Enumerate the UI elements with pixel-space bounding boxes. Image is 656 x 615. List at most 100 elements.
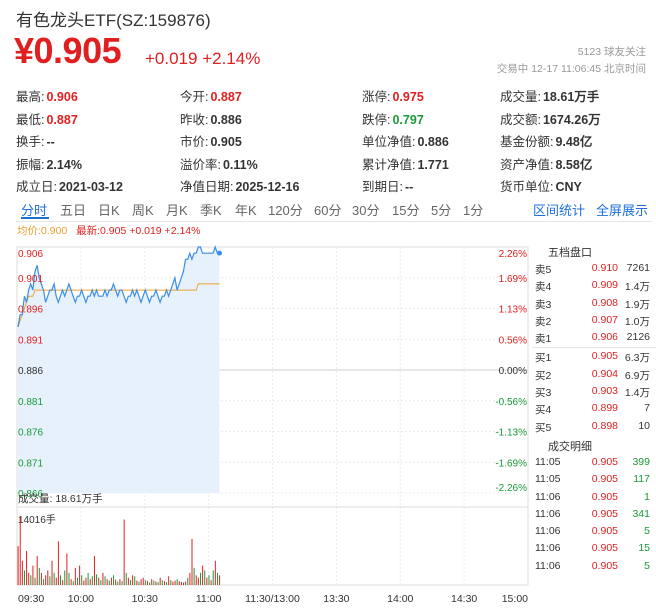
stat-value: 1.771 bbox=[417, 157, 449, 172]
volume-bar bbox=[68, 572, 70, 585]
volume-bar bbox=[28, 572, 30, 585]
price-area-fill bbox=[18, 247, 220, 493]
stat-label: 换手: bbox=[16, 135, 45, 149]
stat-label: 市价: bbox=[180, 135, 209, 149]
orderbook-row: 买3 0.903 1.4万 bbox=[532, 383, 656, 400]
volume-bar bbox=[130, 580, 132, 585]
tab-period[interactable]: 日K bbox=[98, 203, 120, 218]
tab-period[interactable]: 年K bbox=[235, 203, 257, 218]
avg-price-legend: 均价:0.900 bbox=[17, 225, 68, 237]
time-tick-label: 15:00 bbox=[502, 593, 528, 605]
tab-period[interactable]: 月K bbox=[166, 203, 188, 218]
fullscreen-link[interactable]: 全屏展示 bbox=[596, 203, 649, 218]
orderbook-row: 卖1 0.906 2126 bbox=[532, 329, 656, 346]
stat-value: 0.797 bbox=[392, 112, 424, 127]
stat-value: 0.975 bbox=[392, 90, 424, 104]
price-tick-label: 0.901 bbox=[18, 274, 43, 285]
tab-period[interactable]: 1分 bbox=[463, 203, 484, 218]
trade-time: 11:05 bbox=[535, 455, 561, 468]
trade-price: 0.905 bbox=[591, 559, 618, 572]
orderbook-price: 0.908 bbox=[591, 296, 618, 309]
volume-bar bbox=[159, 577, 161, 585]
tab-period[interactable]: 15分 bbox=[392, 203, 420, 218]
stats-row: 最高: 0.906 今开: 0.887 涨停: 0.975 成交量: 18.61万手 bbox=[16, 83, 646, 106]
volume-bar bbox=[98, 577, 100, 585]
orderbook-volume: 7 bbox=[644, 402, 650, 415]
stat-item: 成立日: 2021-03-12 bbox=[16, 176, 123, 195]
volume-bar bbox=[146, 581, 148, 585]
trade-volume: 1 bbox=[644, 490, 650, 503]
orderbook-row: 卖2 0.907 1.0万 bbox=[532, 312, 656, 329]
trade-row: 11:06 0.905 5 bbox=[532, 558, 656, 575]
trade-row: 11:06 0.905 5 bbox=[532, 523, 656, 540]
tab-period[interactable]: 120分 bbox=[268, 203, 303, 218]
volume-bar bbox=[195, 575, 197, 585]
volume-bar bbox=[87, 572, 89, 585]
order-book-panel: 五档盘口 卖5 0.910 7261 卖4 0.909 1.4万 卖3 0.908 1.9万 卖2 0… bbox=[532, 244, 656, 575]
orderbook-level: 买3 bbox=[535, 387, 552, 400]
trade-price: 0.905 bbox=[591, 490, 618, 503]
stat-item: 累计净值: 1.771 bbox=[362, 154, 449, 173]
stat-label: 今开: bbox=[180, 90, 209, 104]
stat-label: 累计净值: bbox=[362, 157, 416, 172]
tab-period[interactable]: 60分 bbox=[314, 203, 342, 218]
volume-bar bbox=[45, 575, 47, 585]
trade-row: 11:05 0.905 399 bbox=[532, 454, 656, 471]
volume-bar bbox=[108, 580, 110, 585]
tab-period[interactable]: 周K bbox=[132, 203, 154, 218]
volume-bar bbox=[172, 581, 174, 585]
orderbook-level: 买2 bbox=[535, 369, 552, 382]
volume-bar bbox=[216, 572, 218, 585]
volume-bar bbox=[110, 577, 112, 585]
chart-frame bbox=[16, 246, 529, 586]
trade-price: 0.905 bbox=[591, 455, 618, 468]
trade-volume: 15 bbox=[638, 542, 650, 555]
stats-row: 成立日: 2021-03-12 净值日期: 2025-12-16 到期日: -- 货币单位:… bbox=[16, 173, 646, 196]
volume-bar bbox=[140, 579, 142, 585]
tab-period[interactable]: 分时 bbox=[21, 203, 48, 218]
intraday-chart[interactable]: 0.906 0.901 0.896 0.891 0.886 0.881 0.876 0.871… bbox=[0, 235, 530, 610]
time-tick-label: 10:00 bbox=[68, 593, 94, 605]
stat-label: 昨收: bbox=[180, 112, 209, 127]
tab-period[interactable]: 五日 bbox=[60, 203, 87, 218]
stat-label: 基金份额: bbox=[500, 135, 554, 149]
volume-bar bbox=[144, 580, 146, 585]
volume-bar bbox=[204, 570, 206, 585]
tab-period[interactable]: 30分 bbox=[352, 203, 380, 218]
tab-period[interactable]: 季K bbox=[200, 203, 222, 218]
stat-item: 振幅: 2.14% bbox=[16, 154, 82, 173]
stat-label: 最低: bbox=[16, 112, 45, 127]
volume-bar bbox=[155, 581, 157, 585]
volume-bar bbox=[91, 576, 93, 585]
volume-bar bbox=[153, 580, 155, 585]
pct-tick-label: 1.69% bbox=[499, 274, 527, 285]
tab-period[interactable]: 5分 bbox=[431, 203, 452, 218]
range-stats-link[interactable]: 区间统计 bbox=[533, 203, 586, 218]
orderbook-price: 0.898 bbox=[591, 419, 618, 432]
volume-bar bbox=[72, 581, 74, 585]
stat-label: 单位净值: bbox=[362, 135, 416, 149]
stat-value: 0.886 bbox=[210, 112, 242, 127]
stat-value: 0.887 bbox=[46, 112, 78, 127]
pct-tick-label: 1.13% bbox=[499, 305, 527, 316]
stat-value: 8.58亿 bbox=[555, 157, 593, 172]
active-tab-underline bbox=[21, 217, 49, 219]
volume-bar bbox=[206, 577, 208, 585]
latest-price-dot bbox=[216, 250, 222, 256]
orderbook-row: 买5 0.898 10 bbox=[532, 418, 656, 435]
trade-time: 11:05 bbox=[535, 473, 561, 486]
orderbook-row: 卖4 0.909 1.4万 bbox=[532, 277, 656, 294]
volume-bar bbox=[62, 580, 64, 585]
price-tick-label: 0.896 bbox=[18, 305, 43, 316]
volume-bar bbox=[115, 579, 117, 585]
volume-bar bbox=[17, 546, 19, 585]
volume-bar bbox=[219, 575, 221, 585]
volume-bar bbox=[121, 581, 123, 585]
orderbook-level: 买4 bbox=[535, 404, 552, 417]
volume-bar bbox=[66, 553, 68, 585]
orderbook-level: 卖2 bbox=[535, 315, 552, 328]
volume-bar bbox=[161, 580, 163, 585]
volume-bar bbox=[32, 565, 34, 585]
volume-bar bbox=[64, 570, 66, 585]
volume-bar bbox=[57, 541, 59, 585]
